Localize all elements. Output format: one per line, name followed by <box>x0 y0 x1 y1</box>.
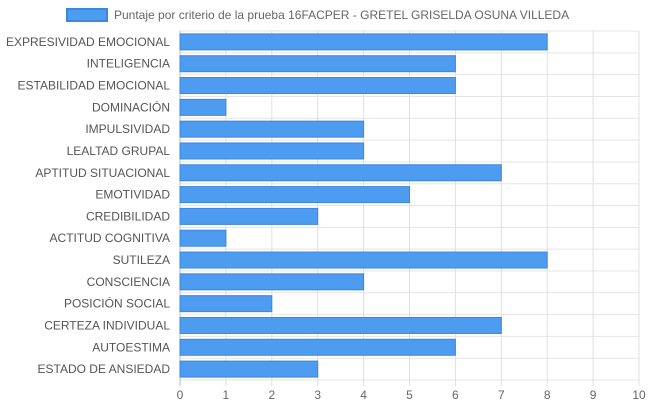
category-label: ESTADO DE ANSIEDAD <box>38 362 171 376</box>
bar[interactable] <box>179 77 456 95</box>
bar[interactable] <box>179 295 273 313</box>
category-label: EXPRESIVIDAD EMOCIONAL <box>6 35 170 49</box>
x-tick-label: 1 <box>223 388 230 402</box>
bar[interactable] <box>179 142 365 160</box>
bar[interactable] <box>179 33 548 51</box>
category-label: SUTILEZA <box>113 253 170 267</box>
bar[interactable] <box>179 360 319 378</box>
bar[interactable] <box>179 229 227 247</box>
x-tick-label: 3 <box>314 388 321 402</box>
bars <box>179 33 548 378</box>
bar[interactable] <box>179 55 456 73</box>
category-label: ACTITUD COGNITIVA <box>50 231 170 245</box>
category-label: CONSCIENCIA <box>87 275 170 289</box>
bar[interactable] <box>179 186 410 204</box>
x-tick-label: 10 <box>632 388 646 402</box>
category-label: DOMINACIÓN <box>92 99 170 114</box>
bar[interactable] <box>179 98 227 116</box>
category-label: AUTOESTIMA <box>92 340 170 354</box>
category-label: CERTEZA INDIVIDUAL <box>44 318 170 332</box>
x-axis-ticks: 0 1 2 3 4 5 6 7 8 9 10 <box>177 388 646 402</box>
x-tick-label: 2 <box>268 388 275 402</box>
category-labels: EXPRESIVIDAD EMOCIONAL INTELIGENCIA ESTABI… <box>6 35 170 376</box>
x-tick-label: 8 <box>544 388 551 402</box>
bar[interactable] <box>179 338 456 356</box>
category-label: ESTABILIDAD EMOCIONAL <box>18 79 171 93</box>
x-tick-label: 4 <box>360 388 367 402</box>
category-label: LEALTAD GRUPAL <box>67 144 171 158</box>
x-tick-label: 7 <box>498 388 505 402</box>
bar[interactable] <box>179 273 365 291</box>
bar[interactable] <box>179 164 502 182</box>
legend[interactable]: Puntaje por criterio de la prueba 16FACP… <box>66 8 569 22</box>
legend-swatch <box>66 8 108 22</box>
category-label: POSICIÓN SOCIAL <box>64 296 170 311</box>
x-tick-label: 9 <box>590 388 597 402</box>
bar[interactable] <box>179 251 548 269</box>
x-tick-label: 0 <box>177 388 184 402</box>
bar[interactable] <box>179 316 502 334</box>
legend-label: Puntaje por criterio de la prueba 16FACP… <box>114 8 569 22</box>
category-label: EMOTIVIDAD <box>95 188 170 202</box>
category-label: INTELIGENCIA <box>87 57 170 71</box>
x-tick-label: 6 <box>452 388 459 402</box>
category-label: CREDIBILIDAD <box>86 209 170 223</box>
category-label: IMPULSIVIDAD <box>85 122 170 136</box>
bar[interactable] <box>179 207 319 225</box>
x-tick-label: 5 <box>406 388 413 402</box>
bar[interactable] <box>179 120 365 138</box>
category-label: APTITUD SITUACIONAL <box>35 166 170 180</box>
